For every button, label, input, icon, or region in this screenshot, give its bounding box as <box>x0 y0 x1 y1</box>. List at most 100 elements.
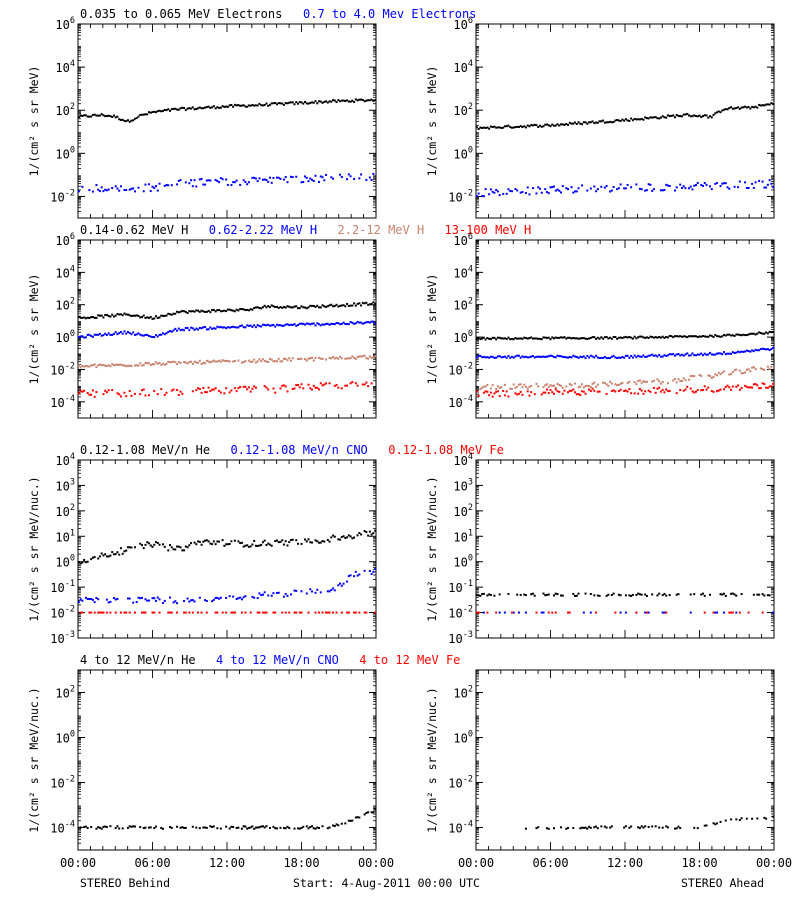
data-point <box>133 392 136 395</box>
y-tick-label: 10-2 <box>448 361 473 377</box>
y-axis-label: 1/(cm² s sr MeV/nuc.) <box>425 687 439 832</box>
data-point <box>177 108 180 111</box>
data-point <box>321 357 324 360</box>
data-point <box>98 826 101 829</box>
data-point <box>747 186 750 189</box>
data-point <box>517 126 520 129</box>
data-point <box>123 119 126 122</box>
data-point <box>365 611 368 614</box>
data-point <box>179 546 182 549</box>
data-point <box>768 103 771 106</box>
data-point <box>607 384 610 387</box>
data-point <box>661 115 664 118</box>
data-point <box>479 354 482 357</box>
data-point <box>289 359 292 362</box>
data-point <box>682 113 685 116</box>
data-point <box>242 308 245 311</box>
data-point <box>319 357 322 360</box>
data-point <box>247 104 250 107</box>
data-point <box>484 356 487 359</box>
data-point <box>346 611 349 614</box>
data-point <box>158 333 161 336</box>
data-point <box>682 389 685 392</box>
data-point <box>195 327 198 330</box>
data-point <box>602 119 605 122</box>
data-point <box>687 335 690 338</box>
data-point <box>311 304 314 307</box>
data-point <box>247 359 250 362</box>
data-point <box>270 358 273 361</box>
data-point <box>512 338 515 341</box>
data-point <box>751 182 754 185</box>
data-point <box>305 359 308 362</box>
data-point <box>244 326 247 329</box>
data-point <box>205 179 208 182</box>
data-point <box>172 601 175 604</box>
data-point <box>109 611 112 614</box>
data-point <box>151 611 154 614</box>
data-point <box>304 358 307 361</box>
data-point <box>482 126 485 129</box>
data-point <box>747 386 750 389</box>
data-point <box>737 350 740 353</box>
data-point <box>749 370 752 373</box>
data-point <box>605 383 608 386</box>
data-point <box>554 592 557 595</box>
data-point <box>233 326 236 329</box>
data-point <box>498 395 501 398</box>
data-point <box>300 611 303 614</box>
data-point <box>684 379 687 382</box>
data-point <box>200 309 203 312</box>
data-point <box>698 114 701 117</box>
data-point <box>105 598 108 601</box>
data-point <box>114 116 117 119</box>
data-point <box>540 338 543 341</box>
data-point <box>226 105 229 108</box>
data-point <box>721 593 724 596</box>
data-point <box>111 186 114 189</box>
data-point <box>360 98 363 101</box>
data-point <box>605 357 608 360</box>
data-point <box>751 817 754 820</box>
data-point <box>535 382 538 385</box>
data-point <box>702 354 705 357</box>
data-point <box>219 827 222 830</box>
data-point <box>770 385 773 388</box>
data-point <box>624 611 627 614</box>
data-point <box>356 574 359 577</box>
data-point <box>155 825 158 828</box>
data-point <box>246 324 249 327</box>
data-point <box>509 356 512 359</box>
data-point <box>714 334 717 337</box>
data-point <box>656 594 659 597</box>
data-point <box>635 183 638 186</box>
data-point <box>544 336 547 339</box>
y-axis-label: 1/(cm² s sr MeV) <box>425 274 439 385</box>
data-point <box>98 190 101 193</box>
data-point <box>232 309 235 312</box>
data-point <box>589 386 592 389</box>
data-point <box>730 388 733 391</box>
data-point <box>200 611 203 614</box>
data-point <box>368 355 371 358</box>
data-point <box>675 114 678 117</box>
data-point <box>128 364 131 367</box>
data-point <box>540 393 543 396</box>
data-point <box>651 593 654 596</box>
data-point <box>207 540 210 543</box>
data-point <box>281 102 284 105</box>
data-point <box>211 388 214 391</box>
y-axis-label: 1/(cm² s sr MeV/nuc.) <box>27 687 41 832</box>
data-point <box>670 353 673 356</box>
data-point <box>556 593 559 596</box>
data-point <box>332 322 335 325</box>
y-tick-label: 103 <box>453 477 473 493</box>
data-point <box>570 122 573 125</box>
data-point <box>728 333 731 336</box>
data-point <box>372 356 375 359</box>
data-point <box>119 395 122 398</box>
data-point <box>176 611 179 614</box>
data-point <box>542 611 545 614</box>
data-point <box>116 363 119 366</box>
data-point <box>768 179 771 182</box>
